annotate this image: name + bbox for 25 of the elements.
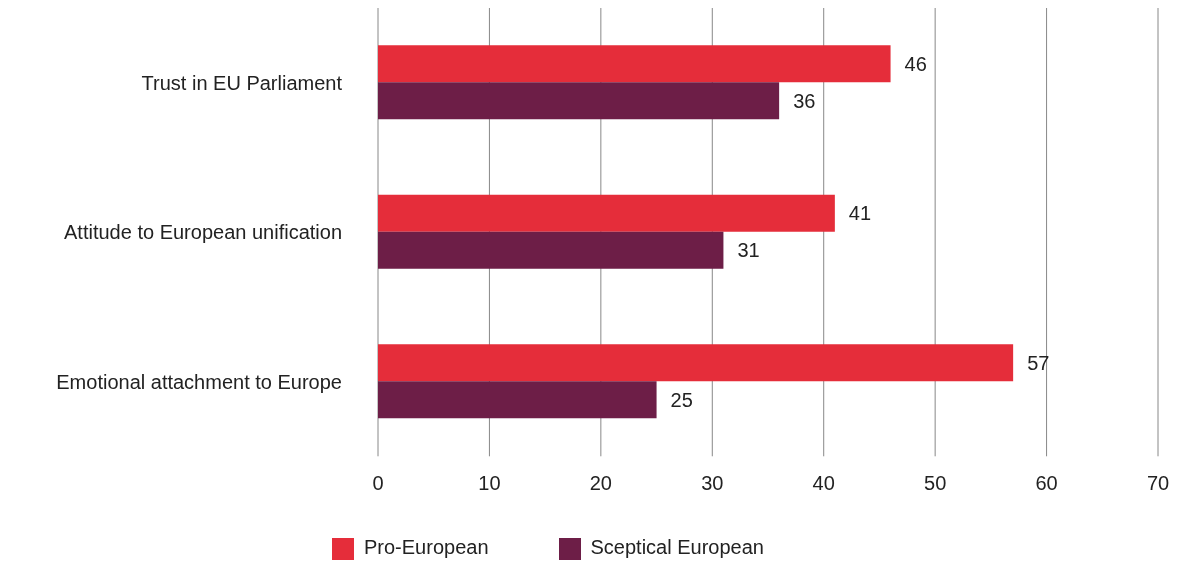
bar (378, 231, 724, 269)
data-label: 31 (737, 239, 760, 262)
x-tick-label: 30 (701, 472, 724, 495)
data-label: 46 (904, 52, 927, 75)
bar (378, 82, 780, 120)
data-label: 36 (793, 89, 816, 112)
data-label: 41 (848, 202, 872, 225)
y-tick-label: Attitude to European unification (64, 221, 342, 244)
bar (378, 194, 835, 232)
legend-label: Sceptical European (590, 536, 764, 559)
legend-label: Pro-European (364, 536, 489, 559)
data-label: 25 (670, 388, 693, 411)
bar (378, 344, 1014, 382)
bar (378, 45, 891, 83)
y-tick-label: Emotional attachment to Europe (56, 370, 342, 393)
x-tick-label: 50 (924, 472, 947, 495)
x-tick-label: 20 (589, 472, 612, 495)
y-tick-label: Trust in EU Parliament (141, 71, 343, 94)
x-tick-label: 70 (1146, 472, 1170, 495)
data-label: 57 (1027, 351, 1050, 374)
x-tick-label: 40 (812, 472, 835, 495)
bar (378, 381, 657, 419)
x-tick-label: 0 (372, 472, 384, 495)
x-tick-label: 60 (1035, 472, 1058, 495)
x-tick-label: 10 (478, 472, 501, 495)
